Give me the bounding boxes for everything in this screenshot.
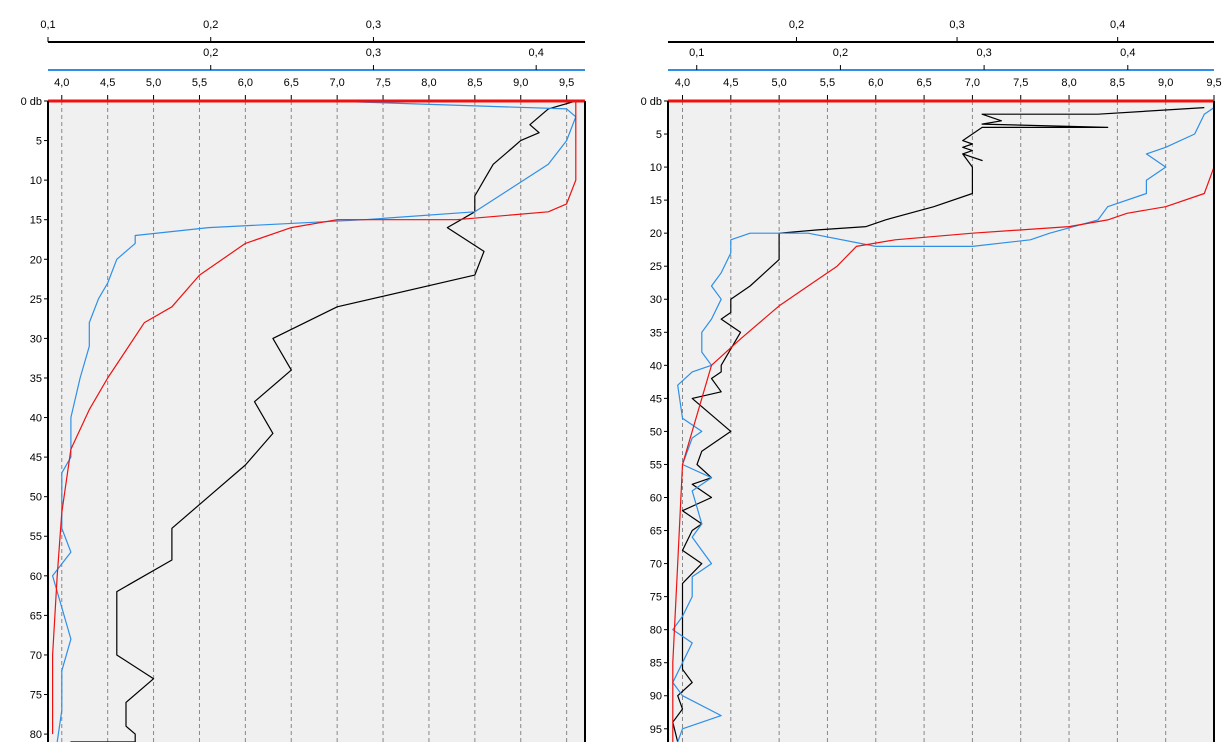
plot-area <box>668 101 1214 742</box>
y-axis-tick-label: 10 <box>30 175 42 187</box>
y-axis-tick-label: 85 <box>650 658 662 670</box>
top-axis-tick-label: 4,5 <box>723 77 738 89</box>
top-axis-tick-label: 0,2 <box>203 19 218 31</box>
y-axis-tick-label: 25 <box>30 294 42 306</box>
top-axis-tick-label: 4,5 <box>100 77 115 89</box>
y-axis-tick-label: 90 <box>650 691 662 703</box>
y-axis-tick-label: 70 <box>30 650 42 662</box>
top-axis-tick-label: 7,5 <box>1013 77 1028 89</box>
top-axis-tick-label: 5,5 <box>192 77 207 89</box>
y-axis-tick-label: 50 <box>30 492 42 504</box>
top-axis-tick-label: 5,0 <box>771 77 786 89</box>
y-axis-tick-label: 30 <box>650 294 662 306</box>
y-axis-tick-label: 45 <box>650 393 662 405</box>
y-axis-tick-label: 45 <box>30 452 42 464</box>
top-axis-tick-label: 7,0 <box>965 77 980 89</box>
top-axis-tick-label: 0,1 <box>689 47 704 59</box>
y-axis-tick-label: 0 db <box>641 96 662 108</box>
y-axis-tick-label: 75 <box>30 690 42 702</box>
top-axis-tick-label: 0,3 <box>366 19 381 31</box>
top-axis-tick-label: 0,2 <box>789 19 804 31</box>
series-line-black <box>672 107 1205 742</box>
top-axis-tick-label: 6,5 <box>916 77 931 89</box>
top-axis-tick-label: 0,4 <box>1120 47 1135 59</box>
y-axis-tick-label: 50 <box>650 426 662 438</box>
plot-area <box>48 101 585 742</box>
top-axis-tick-label: 7,5 <box>375 77 390 89</box>
series-line-blue <box>51 100 577 742</box>
top-axis-tick-label: 9,5 <box>559 77 574 89</box>
top-axis-tick-label: 6,0 <box>868 77 883 89</box>
top-axis-tick-label: 4,0 <box>675 77 690 89</box>
top-axis-tick-label: 5,5 <box>820 77 835 89</box>
top-axis-tick-label: 0,1 <box>40 19 55 31</box>
top-axis-tick-label: 8,5 <box>1110 77 1125 89</box>
y-axis-tick-label: 15 <box>650 195 662 207</box>
series-line-red <box>672 101 1215 742</box>
y-axis-tick-label: 10 <box>650 162 662 174</box>
top-axis-tick-label: 9,5 <box>1206 77 1221 89</box>
y-axis-tick-label: 20 <box>30 254 42 266</box>
top-axis-tick-label: 8,0 <box>1061 77 1076 89</box>
y-axis-tick-label: 55 <box>30 531 42 543</box>
y-axis-tick-label: 5 <box>656 129 662 141</box>
y-axis-tick-label: 5 <box>36 136 42 148</box>
top-axis-tick-label: 8,0 <box>421 77 436 89</box>
series-line-red <box>51 101 577 735</box>
right-profile-panel: 0,2 0,3 0,4 0,1 0,2 0,3 0,4 4,0 4,5 5,0 5,5 6,0 6,5 7… <box>641 19 1222 742</box>
y-axis-tick-label: 35 <box>30 373 42 385</box>
y-axis-tick-label: 60 <box>650 492 662 504</box>
top-axis-tick-label: 5,0 <box>146 77 161 89</box>
y-axis-tick-label: 40 <box>650 360 662 372</box>
top-axis-tick-label: 8,5 <box>467 77 482 89</box>
top-axis-tick-label: 0,3 <box>949 19 964 31</box>
top-axis-tick-label: 6,0 <box>238 77 253 89</box>
top-axis-tick-label: 9,0 <box>513 77 528 89</box>
y-axis-tick-label: 35 <box>650 327 662 339</box>
y-axis-tick-label: 65 <box>30 610 42 622</box>
y-axis-tick-label: 55 <box>650 459 662 471</box>
y-axis-tick-label: 0 db <box>21 96 42 108</box>
top-axis-tick-label: 6,5 <box>284 77 299 89</box>
y-axis-tick-label: 20 <box>650 228 662 240</box>
y-axis-tick-label: 15 <box>30 215 42 227</box>
y-axis-tick-label: 25 <box>650 261 662 273</box>
y-axis-tick-label: 80 <box>650 625 662 637</box>
top-axis-tick-label: 0,2 <box>203 47 218 59</box>
y-axis-tick-label: 60 <box>30 571 42 583</box>
y-axis-tick-label: 65 <box>650 526 662 538</box>
y-axis-tick-label: 40 <box>30 413 42 425</box>
top-axis-tick-label: 0,3 <box>366 47 381 59</box>
y-axis-tick-label: 80 <box>30 729 42 741</box>
y-axis-tick-label: 70 <box>650 559 662 571</box>
y-axis-tick-label: 95 <box>650 724 662 736</box>
left-profile-panel: 0,1 0,2 0,3 0,2 0,3 0,4 4,0 4,5 5,0 5,5 6,0 6,5 7,0 7… <box>21 19 586 742</box>
top-axis-tick-label: 0,4 <box>1110 19 1125 31</box>
series-line-black <box>70 100 576 742</box>
y-axis-tick-label: 30 <box>30 333 42 345</box>
y-axis-tick-label: 75 <box>650 592 662 604</box>
top-axis-tick-label: 4,0 <box>54 77 69 89</box>
top-axis-tick-label: 0,3 <box>976 47 991 59</box>
top-axis-tick-label: 0,4 <box>529 47 544 59</box>
series-line-blue <box>672 107 1215 742</box>
top-axis-tick-label: 0,2 <box>833 47 848 59</box>
top-axis-tick-label: 9,0 <box>1158 77 1173 89</box>
top-axis-tick-label: 7,0 <box>330 77 345 89</box>
